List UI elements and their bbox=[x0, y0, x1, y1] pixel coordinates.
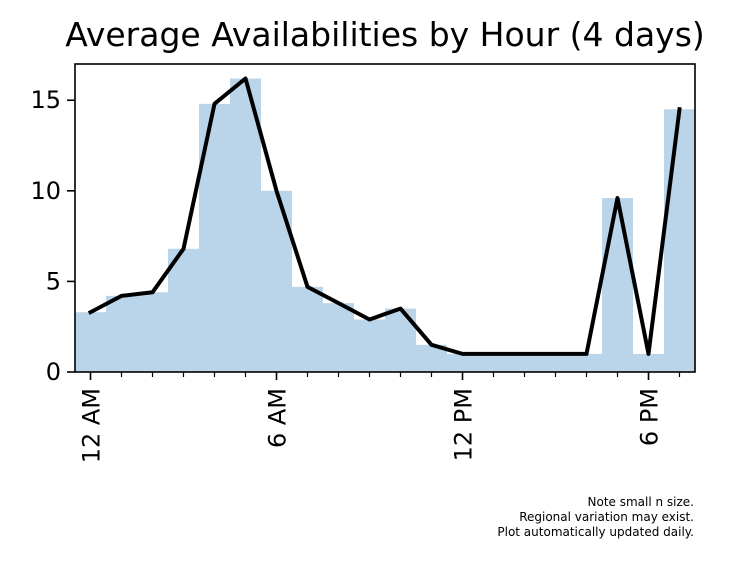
ticks-layer: 0 5 10 15 12 AM 6 AM 12 PM 6 PM bbox=[30, 86, 681, 463]
bar-hour-3 bbox=[168, 248, 199, 372]
y-tick-label: 10 bbox=[30, 177, 61, 205]
bar-hour-9 bbox=[354, 319, 385, 372]
bar-hour-19 bbox=[664, 109, 695, 372]
line-layer bbox=[87, 76, 682, 356]
y-tick-label: 15 bbox=[30, 86, 61, 114]
bar-hour-4 bbox=[199, 103, 230, 372]
x-tick-label: 12 PM bbox=[450, 388, 478, 461]
y-tick-label: 5 bbox=[46, 267, 61, 295]
bar-hour-7 bbox=[292, 286, 323, 372]
bars-layer bbox=[75, 78, 695, 373]
x-tick-label: 6 AM bbox=[264, 388, 292, 448]
bar-hour-17 bbox=[602, 198, 633, 372]
bar-hour-5 bbox=[230, 78, 261, 373]
y-tick-label: 0 bbox=[46, 358, 61, 386]
bar-hour-1 bbox=[106, 295, 137, 372]
bar-hour-2 bbox=[137, 292, 168, 372]
footnote: Note small n size. Regional variation ma… bbox=[497, 495, 694, 540]
chart-title: Average Availabilities by Hour (4 days) bbox=[65, 15, 705, 54]
bar-hour-13 bbox=[478, 353, 509, 372]
x-tick-label: 6 PM bbox=[636, 388, 664, 446]
average-line bbox=[87, 76, 682, 356]
bar-hour-15 bbox=[540, 353, 571, 372]
bar-hour-8 bbox=[323, 303, 354, 372]
x-tick-label: 12 AM bbox=[78, 388, 106, 463]
bar-hour-16 bbox=[571, 353, 602, 372]
bar-hour-0 bbox=[75, 312, 106, 372]
plot-frame bbox=[74, 63, 696, 373]
footnote-line-1: Note small n size. bbox=[587, 495, 695, 509]
bar-hour-12 bbox=[447, 353, 478, 372]
footnote-line-3: Plot automatically updated daily. bbox=[497, 525, 694, 539]
footnote-line-2: Regional variation may exist. bbox=[519, 510, 694, 524]
bar-hour-14 bbox=[509, 353, 540, 372]
bar-hour-18 bbox=[633, 353, 664, 372]
bar-hour-10 bbox=[385, 308, 416, 372]
